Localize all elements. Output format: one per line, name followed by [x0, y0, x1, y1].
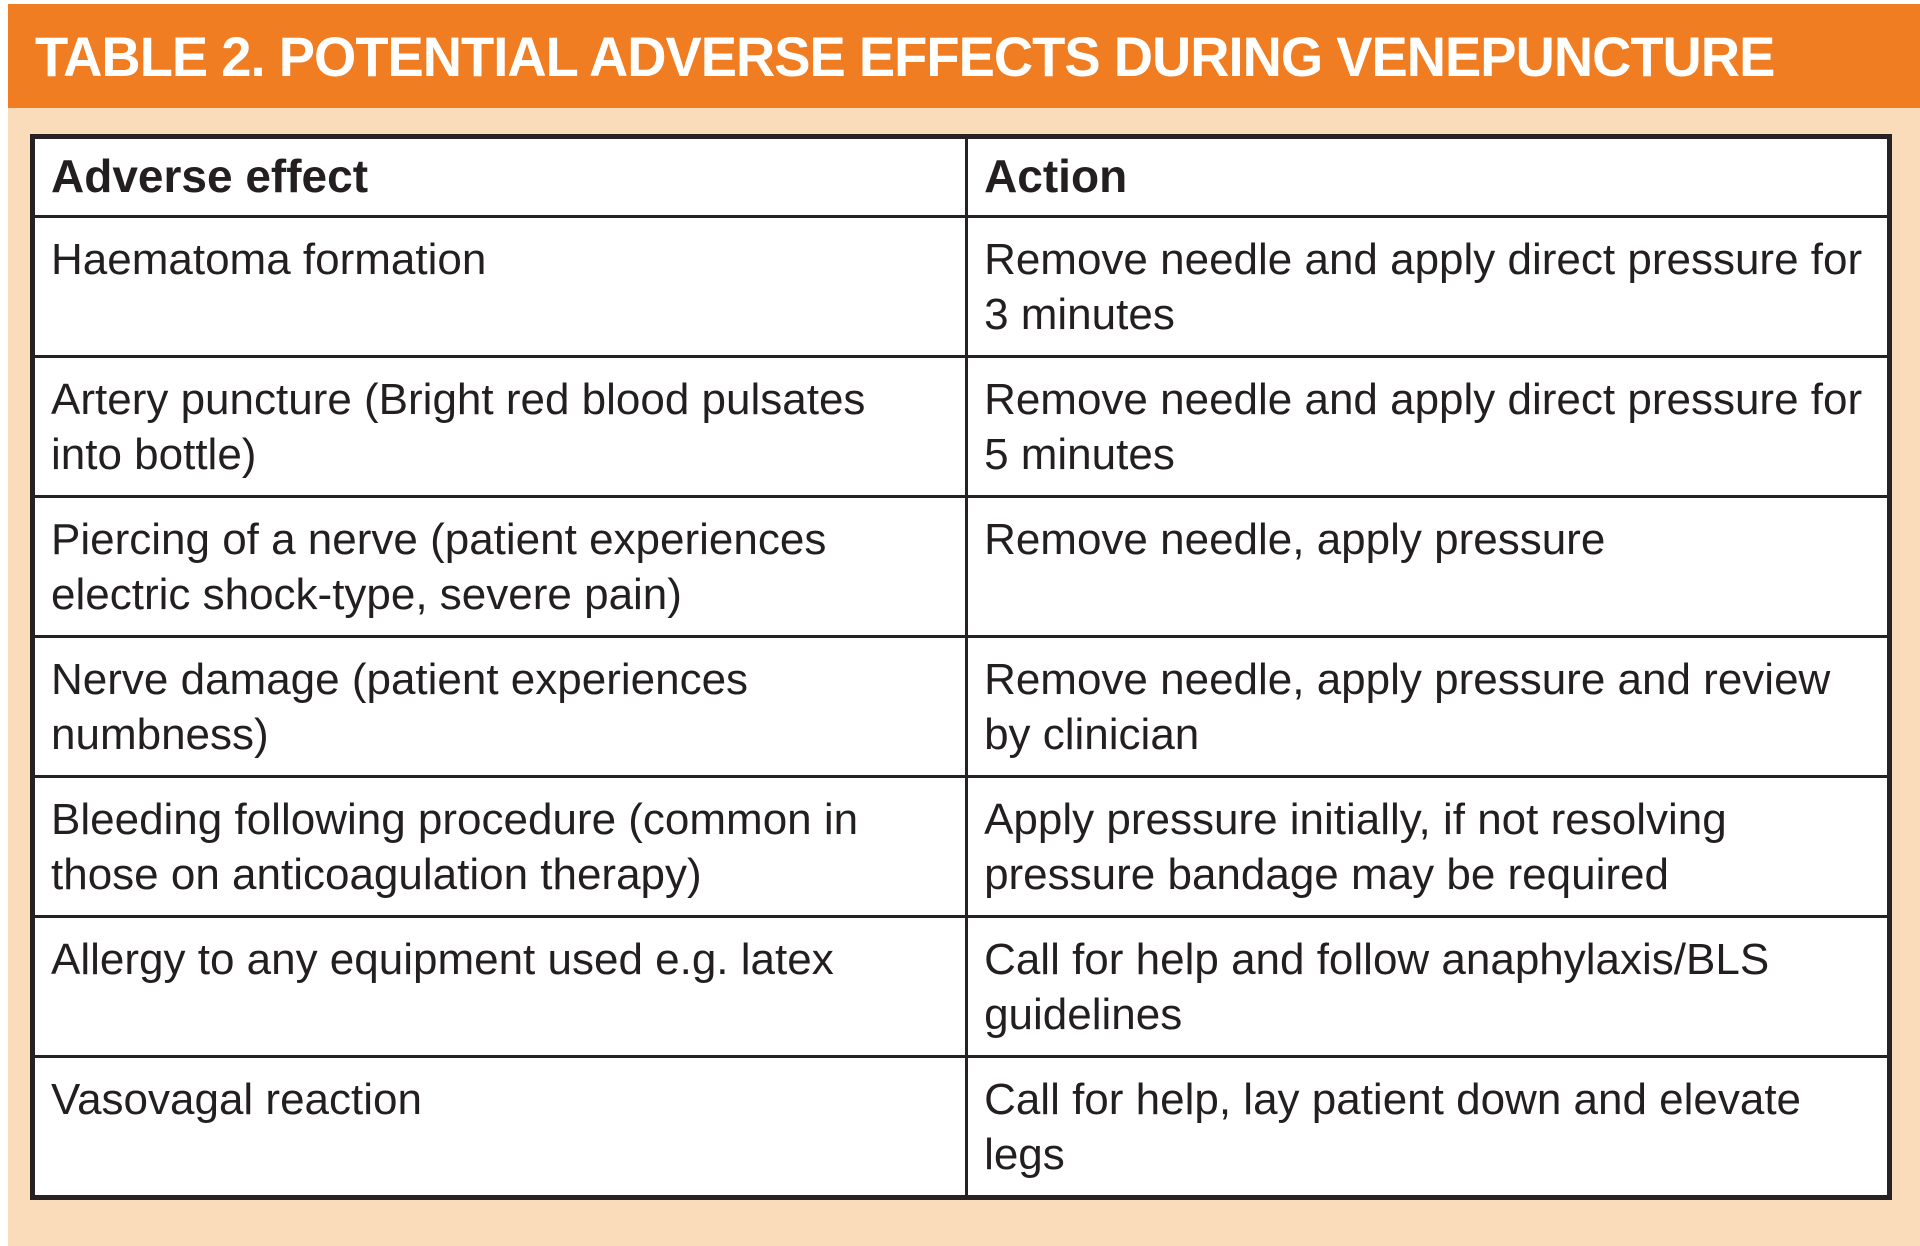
action-cell: Remove needle and apply direct pressure … [965, 215, 1891, 358]
adverse-effect-cell: Allergy to any equipment used e.g. latex [30, 915, 969, 1058]
table-row: Nerve damage (patient experiences numbne… [30, 635, 1891, 778]
action-cell: Call for help and follow anaphylaxis/BLS… [965, 915, 1891, 1058]
action-cell: Remove needle and apply direct pressure … [965, 355, 1891, 498]
table-title: TABLE 2. POTENTIAL ADVERSE EFFECTS DURIN… [35, 24, 1775, 88]
column-header-action: Action [965, 135, 1891, 218]
action-cell: Remove needle, apply pressure [965, 495, 1891, 638]
table-row: Allergy to any equipment used e.g. latex… [30, 915, 1891, 1058]
action-cell: Call for help, lay patient down and elev… [965, 1055, 1891, 1199]
table-row: Piercing of a nerve (patient experiences… [30, 495, 1891, 638]
header-row: Adverse effect Action [30, 135, 1891, 218]
adverse-effects-table: Adverse effect Action Haematoma formatio… [30, 134, 1892, 1200]
table-row: Artery puncture (Bright red blood pulsat… [30, 355, 1891, 498]
column-header-adverse-effect: Adverse effect [30, 135, 969, 218]
action-cell: Remove needle, apply pressure and review… [965, 635, 1891, 778]
adverse-effect-cell: Nerve damage (patient experiences numbne… [30, 635, 969, 778]
adverse-effect-cell: Vasovagal reaction [30, 1055, 969, 1199]
table-panel: Adverse effect Action Haematoma formatio… [8, 108, 1920, 1246]
adverse-effect-cell: Haematoma formation [30, 215, 969, 358]
action-cell: Apply pressure initially, if not resolvi… [965, 775, 1891, 918]
table-row: Haematoma formation Remove needle and ap… [30, 215, 1891, 358]
adverse-effect-cell: Artery puncture (Bright red blood pulsat… [30, 355, 969, 498]
table-row: Bleeding following procedure (common in … [30, 775, 1891, 918]
table-row: Vasovagal reaction Call for help, lay pa… [30, 1055, 1891, 1199]
adverse-effect-cell: Piercing of a nerve (patient experiences… [30, 495, 969, 638]
table-title-bar: TABLE 2. POTENTIAL ADVERSE EFFECTS DURIN… [8, 4, 1920, 108]
adverse-effect-cell: Bleeding following procedure (common in … [30, 775, 969, 918]
